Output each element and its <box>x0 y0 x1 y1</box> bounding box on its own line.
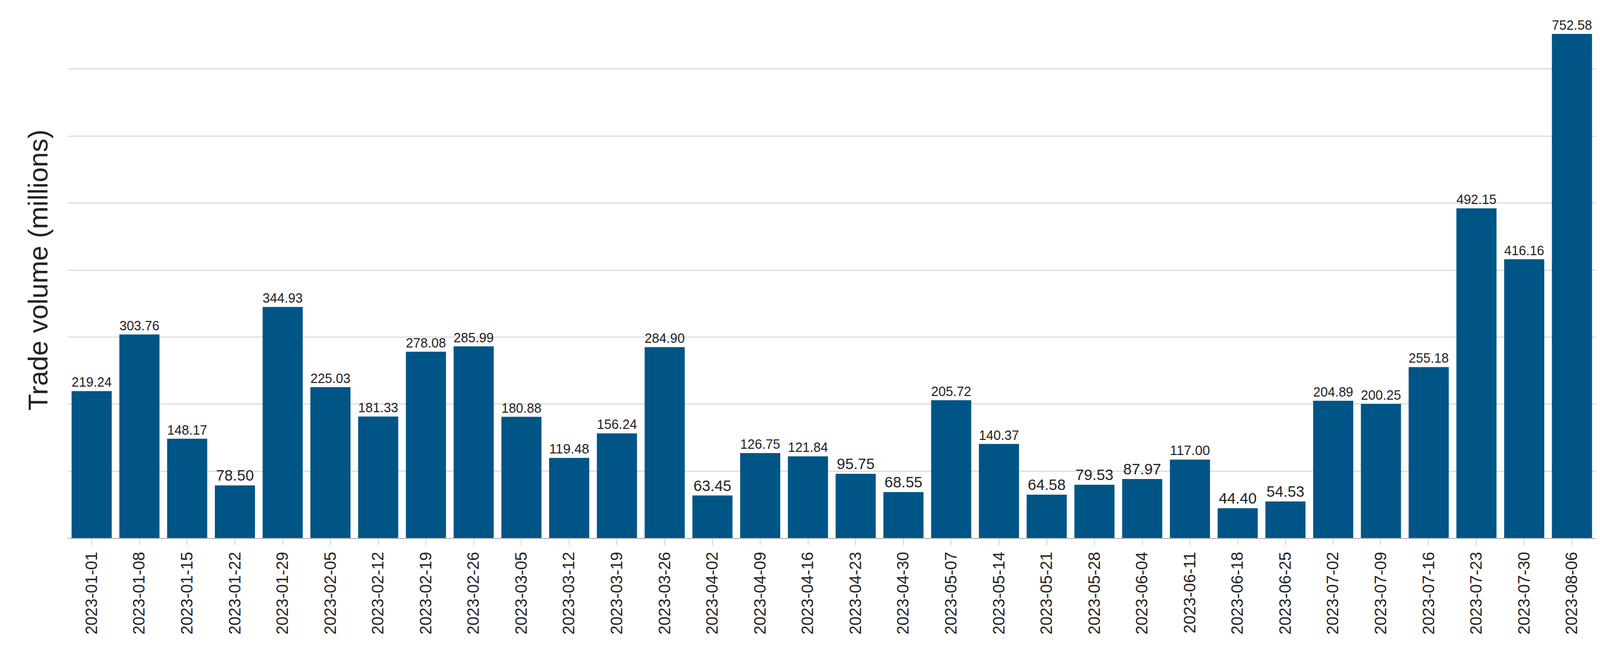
svg-text:156.24: 156.24 <box>597 416 638 432</box>
svg-text:2023-06-04: 2023-06-04 <box>1132 551 1151 635</box>
svg-text:95.75: 95.75 <box>836 455 875 472</box>
svg-text:87.97: 87.97 <box>1123 460 1162 478</box>
svg-text:2023-03-19: 2023-03-19 <box>607 551 626 635</box>
svg-text:2023-01-29: 2023-01-29 <box>273 551 292 635</box>
svg-text:284.90: 284.90 <box>644 330 685 346</box>
svg-text:2023-01-08: 2023-01-08 <box>129 551 149 635</box>
svg-text:2023-02-26: 2023-02-26 <box>464 551 483 635</box>
svg-text:492.15: 492.15 <box>1456 191 1497 207</box>
svg-text:Trade volume (millions): Trade volume (millions) <box>22 129 54 410</box>
svg-text:2023-05-28: 2023-05-28 <box>1085 551 1104 635</box>
svg-text:219.24: 219.24 <box>71 374 112 390</box>
svg-text:2023-04-23: 2023-04-23 <box>846 551 865 635</box>
svg-text:2023-03-26: 2023-03-26 <box>655 551 674 635</box>
svg-text:54.53: 54.53 <box>1266 482 1305 500</box>
svg-text:117.00: 117.00 <box>1169 442 1210 458</box>
svg-text:200.25: 200.25 <box>1361 387 1402 403</box>
svg-text:44.40: 44.40 <box>1218 489 1257 507</box>
svg-text:752.58: 752.58 <box>1552 17 1593 33</box>
svg-text:2023-02-12: 2023-02-12 <box>368 551 387 635</box>
svg-text:2023-04-02: 2023-04-02 <box>702 551 722 635</box>
svg-text:78.50: 78.50 <box>215 466 254 484</box>
svg-text:2023-07-02: 2023-07-02 <box>1323 551 1342 635</box>
svg-text:278.08: 278.08 <box>405 335 446 350</box>
svg-text:2023-07-30: 2023-07-30 <box>1514 551 1534 635</box>
svg-text:2023-07-09: 2023-07-09 <box>1371 551 1390 635</box>
svg-text:2023-07-23: 2023-07-23 <box>1467 551 1486 635</box>
svg-text:205.72: 205.72 <box>930 383 972 399</box>
svg-text:255.18: 255.18 <box>1408 350 1449 366</box>
svg-text:2023-05-14: 2023-05-14 <box>989 551 1009 635</box>
svg-text:2023-04-09: 2023-04-09 <box>750 551 770 635</box>
svg-text:2023-06-18: 2023-06-18 <box>1228 551 1247 635</box>
svg-text:285.99: 285.99 <box>453 330 494 345</box>
svg-text:2023-08-06: 2023-08-06 <box>1562 551 1581 635</box>
svg-text:2023-03-12: 2023-03-12 <box>559 551 578 635</box>
svg-text:64.58: 64.58 <box>1027 476 1066 493</box>
svg-text:119.48: 119.48 <box>549 441 590 456</box>
svg-text:204.89: 204.89 <box>1313 384 1354 399</box>
svg-text:2023-01-15: 2023-01-15 <box>177 551 197 635</box>
svg-text:2023-06-25: 2023-06-25 <box>1276 551 1295 635</box>
svg-text:2023-01-22: 2023-01-22 <box>225 551 245 635</box>
svg-text:416.16: 416.16 <box>1504 243 1545 258</box>
svg-text:225.03: 225.03 <box>310 370 351 386</box>
svg-text:148.17: 148.17 <box>166 422 208 438</box>
svg-text:140.37: 140.37 <box>978 427 1020 443</box>
svg-text:68.55: 68.55 <box>884 473 923 491</box>
svg-text:2023-06-11: 2023-06-11 <box>1180 551 1199 633</box>
svg-text:180.88: 180.88 <box>501 400 542 416</box>
svg-text:2023-07-16: 2023-07-16 <box>1419 551 1438 635</box>
svg-text:121.84: 121.84 <box>788 439 829 455</box>
svg-text:2023-03-05: 2023-03-05 <box>512 551 531 635</box>
svg-text:2023-05-07: 2023-05-07 <box>941 551 961 635</box>
svg-text:303.76: 303.76 <box>119 318 160 333</box>
svg-text:2023-05-21: 2023-05-21 <box>1037 551 1056 635</box>
svg-text:2023-04-16: 2023-04-16 <box>798 551 817 635</box>
svg-text:2023-02-05: 2023-02-05 <box>321 551 340 635</box>
svg-text:344.93: 344.93 <box>262 290 303 306</box>
svg-text:79.53: 79.53 <box>1075 466 1114 483</box>
svg-text:63.45: 63.45 <box>693 477 732 494</box>
svg-text:2023-02-19: 2023-02-19 <box>416 551 435 635</box>
svg-text:2023-01-01: 2023-01-01 <box>82 551 101 635</box>
svg-text:181.33: 181.33 <box>358 400 399 415</box>
svg-text:126.75: 126.75 <box>740 436 781 452</box>
svg-text:2023-04-30: 2023-04-30 <box>893 551 913 635</box>
